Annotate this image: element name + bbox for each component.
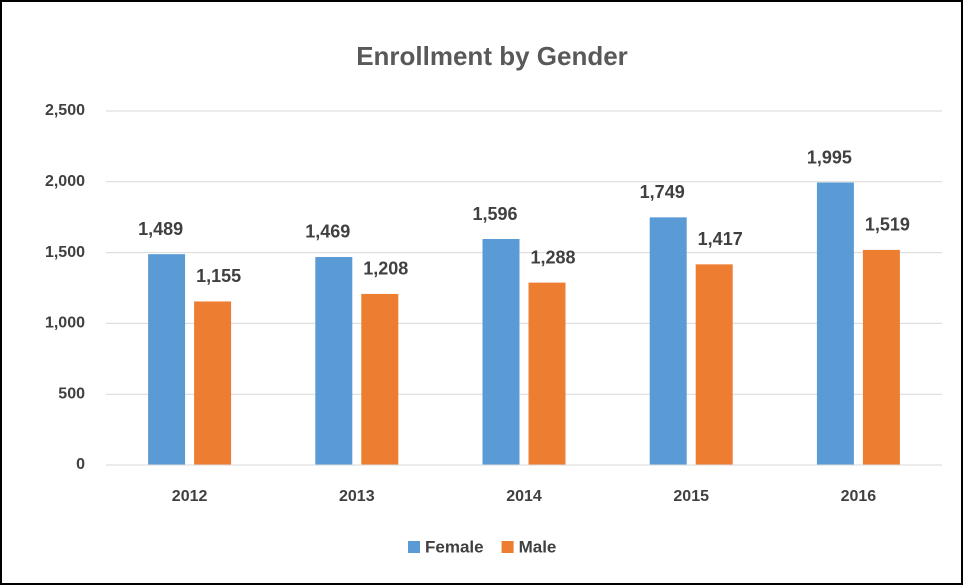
x-tick-label: 2016 (841, 488, 877, 505)
x-tick-label: 2012 (172, 488, 208, 505)
y-tick-label: 0 (76, 456, 85, 473)
x-tick-label: 2015 (673, 488, 709, 505)
data-label: 1,596 (472, 204, 517, 224)
y-tick-label: 1,000 (45, 315, 85, 332)
legend-swatch (501, 541, 514, 553)
bar (361, 293, 399, 465)
bar (148, 254, 186, 465)
data-label: 1,288 (530, 247, 575, 267)
y-tick-label: 1,500 (45, 244, 85, 261)
bar (649, 217, 687, 465)
bar (816, 182, 854, 465)
y-tick-label: 500 (58, 385, 85, 402)
chart-title: Enrollment by Gender (356, 41, 628, 71)
legend-label: Male (519, 537, 557, 556)
bar (528, 282, 566, 465)
data-label: 1,417 (698, 229, 743, 249)
x-tick-label: 2014 (506, 488, 542, 505)
data-label: 1,519 (865, 215, 910, 235)
x-tick-label: 2013 (339, 488, 375, 505)
legend-swatch (408, 541, 420, 553)
y-tick-label: 2,000 (45, 173, 85, 190)
data-label: 1,208 (363, 259, 408, 279)
data-label: 1,995 (807, 147, 852, 167)
bar (862, 249, 900, 465)
data-label: 1,749 (640, 182, 685, 202)
bar (194, 301, 232, 465)
legend-label: Female (425, 537, 484, 556)
data-label: 1,489 (138, 219, 183, 239)
y-tick-label: 2,500 (45, 102, 85, 119)
data-label: 1,155 (196, 266, 241, 286)
data-label: 1,469 (305, 222, 350, 242)
bar (315, 256, 353, 465)
bar (695, 264, 733, 465)
bar (482, 239, 520, 465)
